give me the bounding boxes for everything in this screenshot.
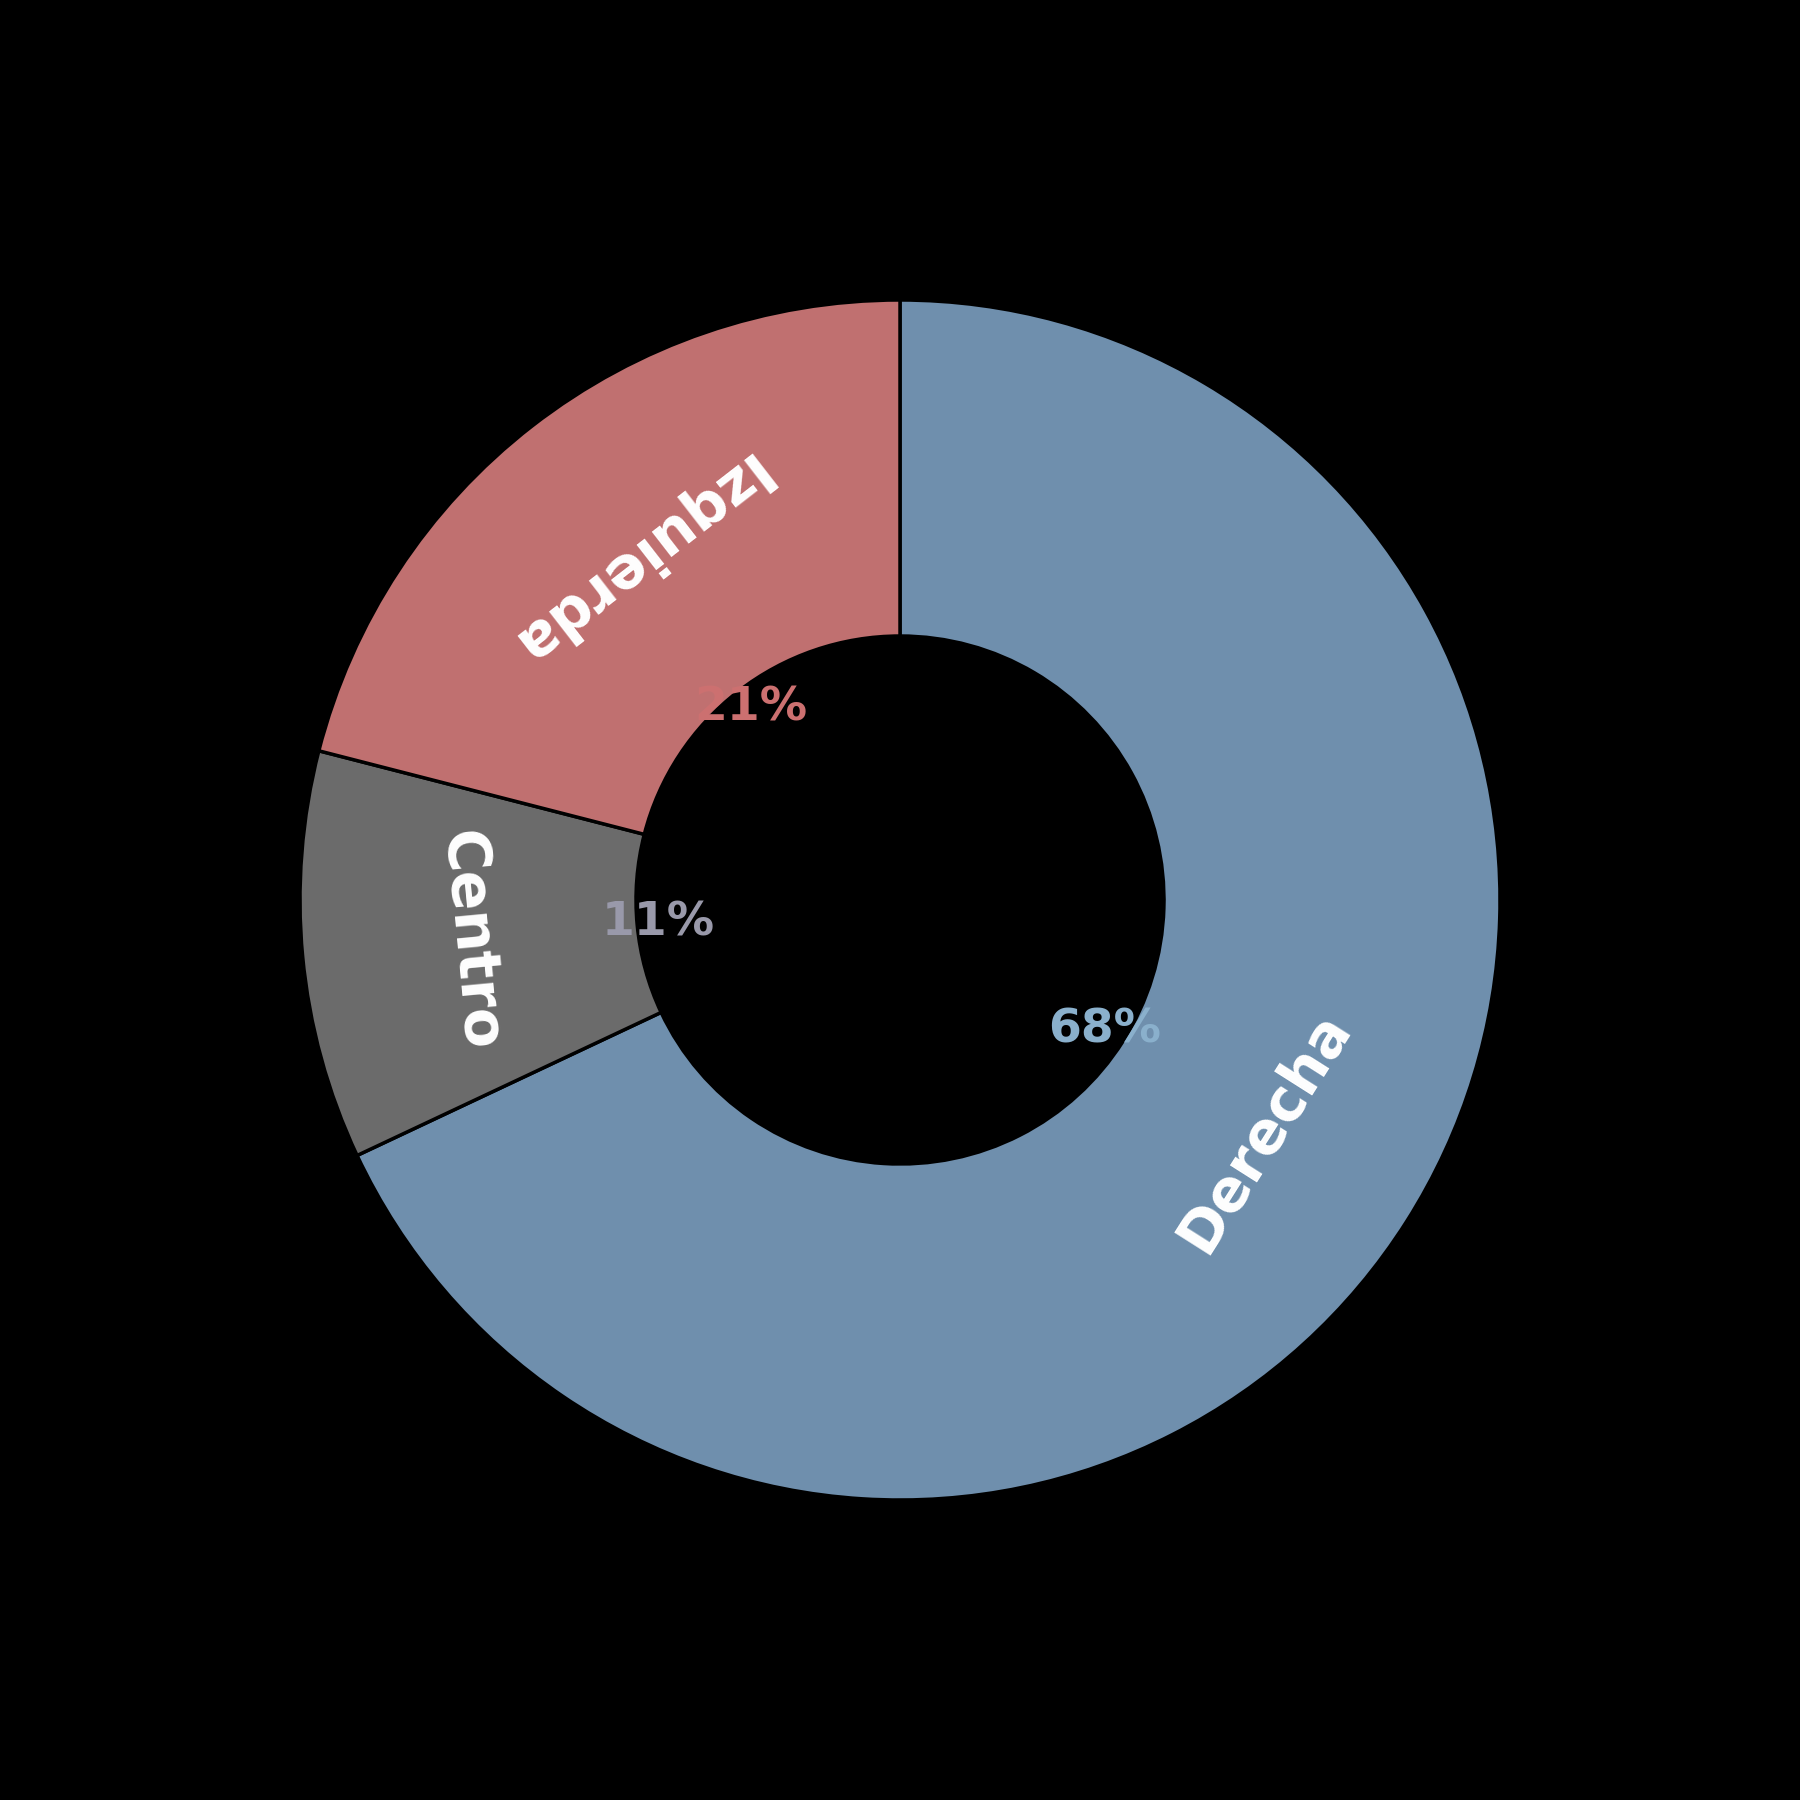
Text: 11%: 11% [601, 900, 715, 945]
Wedge shape [356, 301, 1499, 1499]
Text: 68%: 68% [1049, 1008, 1161, 1053]
Text: 21%: 21% [695, 686, 808, 731]
Text: Derecha: Derecha [1168, 1001, 1361, 1262]
Wedge shape [301, 751, 661, 1156]
Wedge shape [319, 301, 900, 835]
Text: Izquierda: Izquierda [495, 441, 774, 675]
Text: Centro: Centro [432, 828, 509, 1053]
